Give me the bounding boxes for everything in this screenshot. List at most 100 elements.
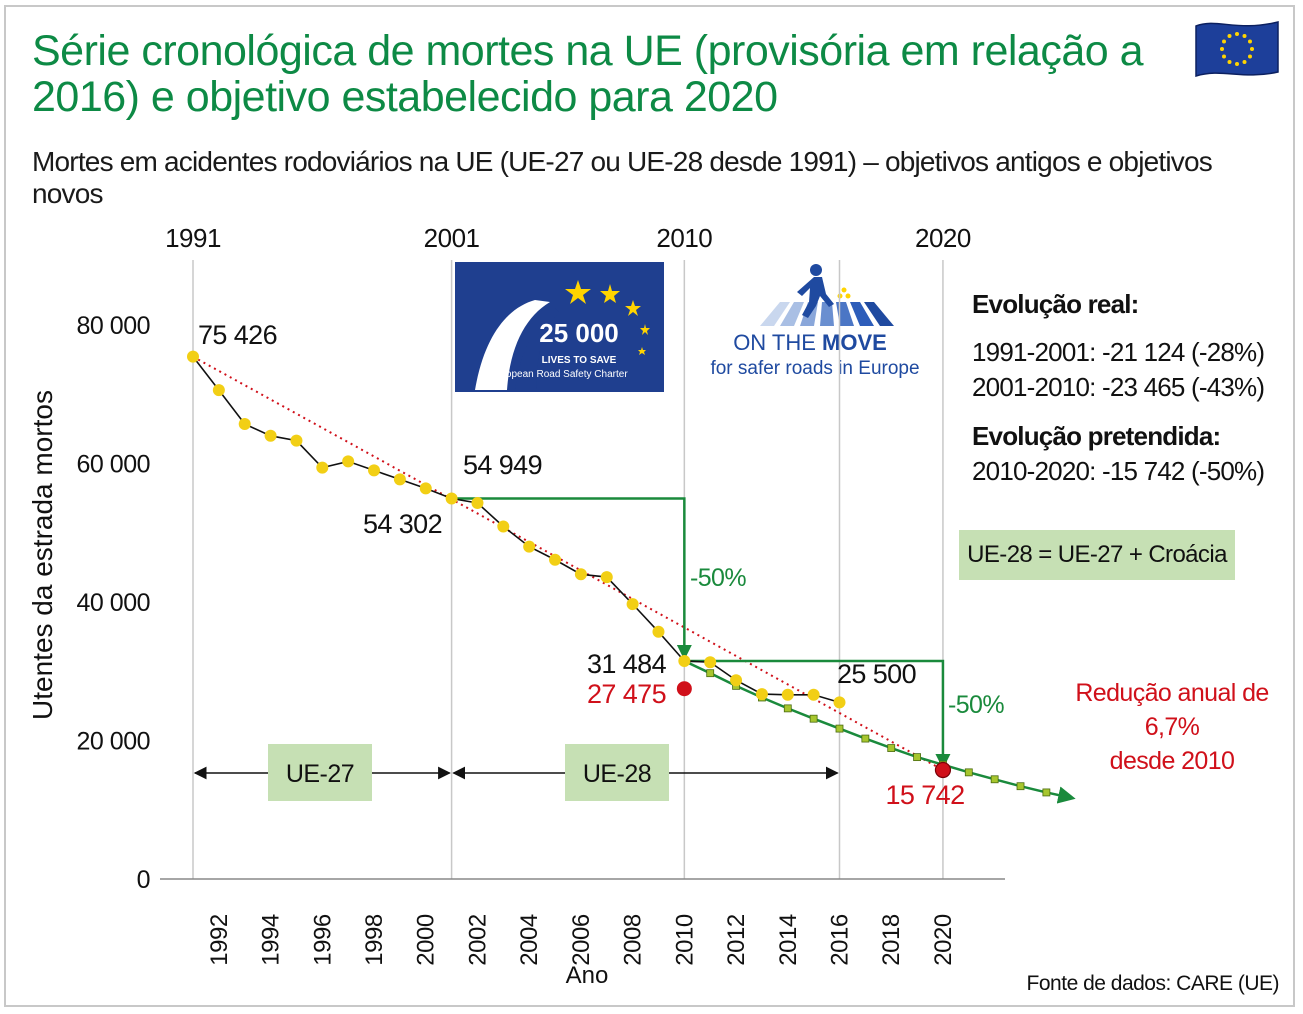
charter-line1: LIVES TO SAVE <box>542 355 617 366</box>
top-year-label: 2020 <box>915 223 971 253</box>
y-tick-label: 0 <box>137 866 150 894</box>
data-source: Fonte de dados: CARE (UE) <box>1026 972 1280 995</box>
move-line2: for safer roads in Europe <box>710 358 920 379</box>
actual-point <box>730 674 743 687</box>
actual-point <box>212 384 225 397</box>
actual-point <box>523 540 536 553</box>
top-year-label: 1991 <box>165 223 221 253</box>
annual-reduction-note: Redução anual de 6,7% desde 2010 <box>1072 676 1272 778</box>
real-evolution-heading: Evolução real: <box>972 289 1139 319</box>
y-tick-label: 20 000 <box>77 728 150 756</box>
note-line2: 6,7% <box>1144 713 1200 741</box>
actual-point <box>549 553 562 566</box>
flag-star <box>1250 47 1254 51</box>
chart-subtitle: Mortes em acidentes rodoviários na UE (U… <box>32 146 1213 209</box>
note-line3: desde 2010 <box>1109 747 1235 775</box>
period-box-1 <box>268 744 372 801</box>
y-tick-label: 80 000 <box>77 312 150 340</box>
data-label: 25 500 <box>837 659 916 689</box>
target-point <box>809 714 818 723</box>
target-point <box>706 669 715 678</box>
target-point <box>1042 788 1051 797</box>
road-safety-charter-logo: 25 000 LIVES TO SAVE European Road Safet… <box>455 262 664 392</box>
x-tick-label: 2004 <box>516 914 543 966</box>
target-step-1 <box>451 497 692 660</box>
real-evolution-1: 1991-2001: -21 124 (-28%) <box>972 337 1265 367</box>
target-point <box>835 724 844 733</box>
actual-point <box>264 429 277 442</box>
x-tick-label: 1992 <box>206 914 233 966</box>
actual-point <box>368 464 381 477</box>
target-point <box>783 704 792 713</box>
x-tick-label: 2000 <box>413 914 440 966</box>
actual-point <box>574 568 587 581</box>
y-axis-title: Utentes da estrada mortos <box>27 390 58 720</box>
trend-line <box>192 355 944 771</box>
note-line1: Redução anual de <box>1075 679 1269 707</box>
period-label-1: UE-27 <box>286 760 354 788</box>
x-tick-label: 2020 <box>930 914 957 966</box>
x-tick-label: 2012 <box>723 914 750 966</box>
target-point <box>1016 782 1025 791</box>
actual-point <box>471 496 484 509</box>
x-tick-label: 2010 <box>671 914 698 966</box>
x-tick-label: 2014 <box>775 914 802 966</box>
flag-star <box>1222 54 1227 59</box>
target-series-line <box>683 659 1076 804</box>
x-axis-title: Ano <box>566 962 609 989</box>
target-evolution-1: 2010-2020: -15 742 (-50%) <box>972 456 1265 486</box>
actual-series-line <box>192 356 840 704</box>
actual-point <box>497 520 510 533</box>
pedestrian-crossing-icon <box>760 264 894 326</box>
chart-title: Série cronológica de mortes na UE (provi… <box>32 27 1144 121</box>
actual-point <box>600 571 613 584</box>
target-point <box>913 753 921 762</box>
y-tick-label: 40 000 <box>77 589 150 617</box>
actual-point <box>342 455 355 468</box>
charter-number: 25 000 <box>539 318 619 348</box>
data-label: 15 742 <box>886 780 965 810</box>
x-tick-label: 2016 <box>827 914 854 966</box>
data-label: 54 949 <box>463 450 542 480</box>
actual-point <box>704 656 717 669</box>
flag-star <box>1247 39 1252 44</box>
actual-point <box>807 688 820 701</box>
flag-star <box>1220 47 1224 51</box>
data-label: 27 475 <box>587 679 666 709</box>
highlight-point <box>676 681 692 697</box>
flag-star <box>1235 32 1239 36</box>
data-label: 54 302 <box>363 509 442 539</box>
data-label: -50% <box>948 691 1004 719</box>
x-tick-label: 2006 <box>568 914 595 966</box>
actual-point <box>419 482 432 495</box>
period-label-2: UE-28 <box>583 760 651 788</box>
charter-line2: European Road Safety Charter <box>490 369 628 380</box>
actual-point <box>755 688 768 701</box>
target-point <box>887 744 896 752</box>
x-tick-label: 2002 <box>464 914 491 966</box>
top-year-label: 2010 <box>656 223 712 253</box>
y-tick-label: 60 000 <box>77 451 150 479</box>
target-evolution-heading: Evolução pretendida: <box>972 421 1221 451</box>
actual-point <box>833 696 846 709</box>
top-year-label: 2001 <box>424 223 480 253</box>
flag-star <box>1242 59 1247 64</box>
target-step-2 <box>684 659 951 769</box>
move-line1-a: ON THE <box>733 330 823 355</box>
actual-point <box>316 461 329 474</box>
x-tick-label: 2008 <box>620 914 647 966</box>
x-tick-label: 1996 <box>309 914 336 966</box>
actual-point <box>652 625 665 638</box>
real-evolution-2: 2001-2010: -23 465 (-43%) <box>972 372 1265 402</box>
flag-star <box>1227 59 1232 64</box>
x-tick-label: 1994 <box>258 914 285 966</box>
actual-point <box>781 688 794 701</box>
data-label: -50% <box>690 564 746 592</box>
move-line1-b: MOVE <box>822 330 887 355</box>
on-the-move-logo: ON THE MOVE for safer roads in Europe <box>690 262 940 387</box>
highlight-point <box>934 761 952 779</box>
actual-point <box>678 654 691 667</box>
target-point <box>990 775 999 784</box>
flag-star <box>1222 39 1227 44</box>
